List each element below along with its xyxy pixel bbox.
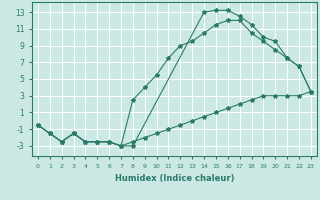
X-axis label: Humidex (Indice chaleur): Humidex (Indice chaleur) [115, 174, 234, 183]
